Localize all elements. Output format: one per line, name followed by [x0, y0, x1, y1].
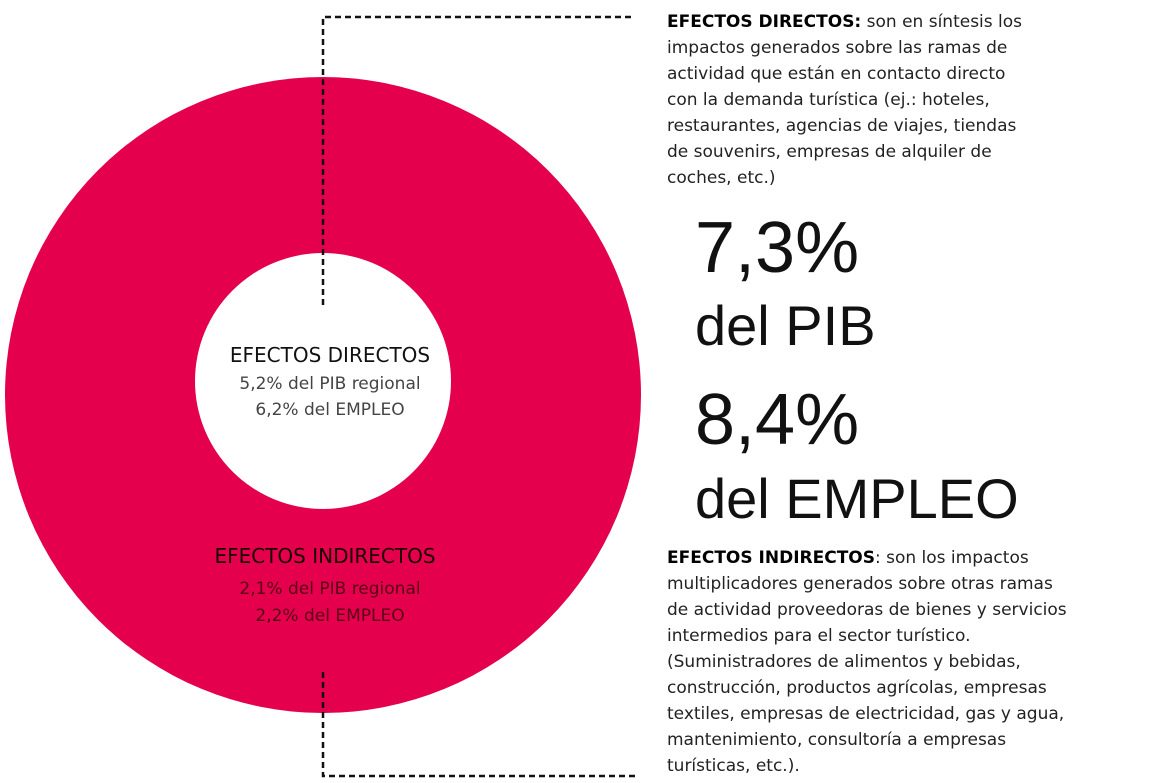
note-line: EFECTOS INDIRECTOS: son los impactos: [667, 548, 1029, 568]
note-line: multiplicadores generados sobre otras ra…: [667, 574, 1053, 594]
note-text: : son los impactos: [875, 548, 1029, 568]
note-line: textiles, empresas de electricidad, gas …: [667, 704, 1064, 724]
direct-note: EFECTOS DIRECTOS: son en síntesis los imp…: [667, 12, 1022, 188]
connector-top: [321, 15, 635, 305]
note-line: (Suministradores de alimentos y bebidas,: [667, 652, 1021, 672]
note-text: construcción, productos agrícolas, empre…: [667, 678, 1047, 698]
note-line: de actividad proveedoras de bienes y ser…: [667, 600, 1067, 620]
note-text: actividad que están en contacto directo: [667, 64, 1005, 84]
total-value: 7,3%: [695, 208, 859, 288]
note-label: EFECTOS INDIRECTOS: [667, 548, 875, 568]
note-line: actividad que están en contacto directo: [667, 64, 1005, 84]
note-line: impactos generados sobre las ramas de: [667, 38, 1007, 58]
note-line: mantenimiento, consultoría a empresas: [667, 730, 1006, 750]
total-label: del PIB: [695, 294, 876, 357]
note-text: restaurantes, agencias de viajes, tienda…: [667, 116, 1016, 136]
note-text: mantenimiento, consultoría a empresas: [667, 730, 1006, 750]
note-line: restaurantes, agencias de viajes, tienda…: [667, 116, 1016, 136]
note-line: construcción, productos agrícolas, empre…: [667, 678, 1047, 698]
note-text: intermedios para el sector turístico.: [667, 626, 971, 646]
note-line: con la demanda turística (ej.: hoteles,: [667, 90, 990, 110]
note-text: son en síntesis los: [861, 12, 1022, 32]
indirect-note: EFECTOS INDIRECTOS: son los impactos mult…: [667, 548, 1067, 776]
total-value: 8,4%: [695, 380, 859, 460]
note-line: de souvenirs, empresas de alquiler de: [667, 142, 992, 162]
note-text: de actividad proveedoras de bienes y ser…: [667, 600, 1067, 620]
inner-circle: [195, 253, 451, 509]
connector-bottom: [321, 672, 635, 778]
note-line: intermedios para el sector turístico.: [667, 626, 971, 646]
inner-line: 5,2% del PIB regional: [239, 374, 420, 394]
note-text: textiles, empresas de electricidad, gas …: [667, 704, 1064, 724]
note-text: impactos generados sobre las ramas de: [667, 38, 1007, 58]
note-text: (Suministradores de alimentos y bebidas,: [667, 652, 1021, 672]
note-text: coches, etc.): [667, 168, 776, 188]
total-label: del EMPLEO: [695, 467, 1019, 530]
note-text: multiplicadores generados sobre otras ra…: [667, 574, 1053, 594]
inner-title: EFECTOS DIRECTOS: [230, 343, 430, 367]
inner-line: 6,2% del EMPLEO: [255, 400, 404, 420]
outer-title: EFECTOS INDIRECTOS: [214, 544, 435, 568]
note-text: con la demanda turística (ej.: hoteles,: [667, 90, 990, 110]
note-text: turísticas, etc.).: [667, 756, 800, 776]
note-label: EFECTOS DIRECTOS:: [667, 12, 861, 32]
note-line: turísticas, etc.).: [667, 756, 800, 776]
note-line: EFECTOS DIRECTOS: son en síntesis los: [667, 12, 1022, 32]
note-line: coches, etc.): [667, 168, 776, 188]
note-text: de souvenirs, empresas de alquiler de: [667, 142, 992, 162]
outer-line: 2,2% del EMPLEO: [255, 606, 404, 626]
outer-line: 2,1% del PIB regional: [239, 579, 420, 599]
